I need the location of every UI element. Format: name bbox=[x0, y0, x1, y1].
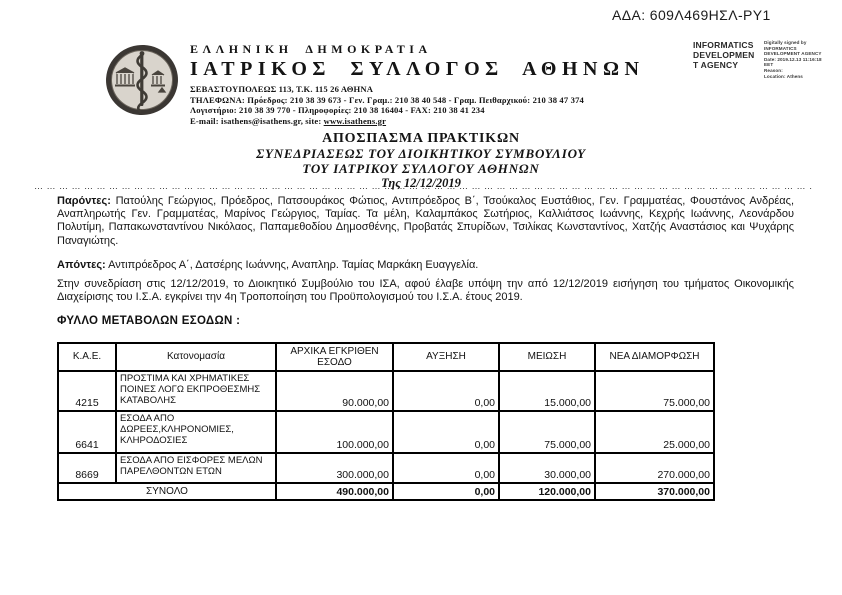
stamp-agency-name: INFORMATICS DEVELOPMEN T AGENCY bbox=[693, 40, 755, 70]
letterhead-org-name: ΙΑΤΡΙΚΟΣ ΣΥΛΛΟΓΟΣ ΑΘΗΝΩΝ bbox=[190, 58, 645, 80]
decrease-amount: 15.000,00 bbox=[498, 370, 596, 412]
title-session: ΣΥΝΕΔΡΙΑΣΕΩΣ ΤΟΥ ΔΙΟΙΚΗΤΙΚΟΥ ΣΥΜΒΟΥΛΙΟΥ bbox=[256, 146, 586, 161]
new-amount: 270.000,00 bbox=[594, 452, 715, 484]
absent-paragraph: Απόντες: Αντιπρόεδρος Α΄, Δατσέρης Ιωάνν… bbox=[57, 259, 794, 272]
absent-label: Απόντες: bbox=[57, 259, 106, 271]
title-excerpt: ΑΠΟΣΠΑΣΜΑ ΠΡΑΚΤΙΚΩΝ bbox=[322, 131, 520, 146]
title-date: Της 12/12/2019 bbox=[381, 176, 461, 190]
col-header-initial: ΑΡΧΙΚΑ ΕΓΚΡΙΘΕΝ ΕΣΟΔΟ bbox=[275, 342, 394, 372]
new-amount: 25.000,00 bbox=[594, 410, 715, 454]
new-amount: 75.000,00 bbox=[594, 370, 715, 412]
initial-amount: 90.000,00 bbox=[275, 370, 394, 412]
letterhead-country: ΕΛΛΗΝΙΚΗ ΔΗΜΟΚΡΑΤΙΑ bbox=[190, 42, 432, 56]
medical-association-seal-icon bbox=[106, 44, 178, 116]
stamp-signature-details: Digitally signed by INFORMATICS DEVELOPM… bbox=[764, 40, 822, 79]
revenue-name: ΕΣΟΔΑ ΑΠΟ ΕΙΣΦΟΡΕΣ ΜΕΛΩΝ ΠΑΡΕΛΘΟΝΤΩΝ ΕΤΩ… bbox=[115, 452, 277, 484]
col-header-new: ΝΕΑ ΔΙΑΜΟΡΦΩΣΗ bbox=[594, 342, 715, 372]
absent-names: Αντιπρόεδρος Α΄, Δατσέρης Ιωάννης, Αναπλ… bbox=[105, 259, 479, 271]
total-increase: 0,00 bbox=[392, 482, 500, 501]
table-row: 4215 ΠΡΟΣΤΙΜΑ ΚΑΙ ΧΡΗΜΑΤΙΚΕΣ ΠΟΙΝΕΣ ΛΟΓΩ… bbox=[57, 370, 715, 412]
revenue-name: ΕΣΟΔΑ ΑΠΟ ΔΩΡΕΕΣ,ΚΛΗΡΟΝΟΜΙΕΣ, ΚΛΗΡΟΔΟΣΙΕ… bbox=[115, 410, 277, 454]
col-header-decrease: ΜΕΙΩΣΗ bbox=[498, 342, 596, 372]
col-header-name: Κατονομασία bbox=[115, 342, 277, 372]
total-new: 370.000,00 bbox=[594, 482, 715, 501]
increase-amount: 0,00 bbox=[392, 370, 500, 412]
document-title-block: ΑΠΟΣΠΑΣΜΑ ΠΡΑΚΤΙΚΩΝ ΣΥΝΕΔΡΙΑΣΕΩΣ ΤΟΥ ΔΙΟ… bbox=[0, 131, 842, 190]
kae-code: 6641 bbox=[57, 410, 117, 454]
table-row: 6641 ΕΣΟΔΑ ΑΠΟ ΔΩΡΕΕΣ,ΚΛΗΡΟΝΟΜΙΕΣ, ΚΛΗΡΟ… bbox=[57, 410, 715, 454]
kae-code: 4215 bbox=[57, 370, 117, 412]
decrease-amount: 75.000,00 bbox=[498, 410, 596, 454]
present-names: Πατούλης Γεώργιος, Πρόεδρος, Πατσουράκος… bbox=[57, 195, 794, 247]
kae-code: 8669 bbox=[57, 452, 117, 484]
increase-amount: 0,00 bbox=[392, 410, 500, 454]
total-initial: 490.000,00 bbox=[275, 482, 394, 501]
table-row: 8669 ΕΣΟΔΑ ΑΠΟ ΕΙΣΦΟΡΕΣ ΜΕΛΩΝ ΠΑΡΕΛΘΟΝΤΩ… bbox=[57, 452, 715, 484]
total-decrease: 120.000,00 bbox=[498, 482, 596, 501]
col-header-increase: ΑΥΞΗΣΗ bbox=[392, 342, 500, 372]
present-label: Παρόντες: bbox=[57, 195, 111, 207]
present-paragraph: Παρόντες: Πατούλης Γεώργιος, Πρόεδρος, Π… bbox=[57, 195, 794, 248]
letterhead-address: ΣΕΒΑΣΤΟΥΠΟΛΕΩΣ 113, Τ.Κ. 115 26 ΑΘΗΝΑ bbox=[190, 84, 374, 94]
website-link: www.isathens.gr bbox=[323, 115, 387, 126]
letterhead-phones-1: ΤΗΛΕΦΩΝΑ: Πρόεδρος: 210 38 39 673 - Γεν.… bbox=[190, 94, 584, 105]
title-association: ΤΟΥ ΙΑΤΡΙΚΟΥ ΣΥΛΛΟΓΟΥ ΑΘΗΝΩΝ bbox=[302, 160, 540, 176]
email-text: E-mail: isathens@isathens.gr, site: bbox=[190, 115, 324, 126]
ada-code: ΑΔΑ: 609Λ469ΗΣΛ-ΡΥ1 bbox=[612, 7, 771, 23]
table-total-row: ΣΥΝΟΛΟ 490.000,00 0,00 120.000,00 370.00… bbox=[57, 482, 715, 501]
initial-amount: 100.000,00 bbox=[275, 410, 394, 454]
col-header-kae: Κ.Α.Ε. bbox=[57, 342, 117, 372]
revenue-sheet-heading: ΦΥΛΛΟ ΜΕΤΑΒΟΛΩΝ ΕΣΟΔΩΝ : bbox=[57, 315, 241, 327]
letterhead: ΕΛΛΗΝΙΚΗ ΔΗΜΟΚΡΑΤΙΑ ΙΑΤΡΙΚΟΣ ΣΥΛΛΟΓΟΣ ΑΘ… bbox=[190, 42, 644, 126]
dotted-separator: … … … … … … … … … … … … … … … … … … … … … bbox=[34, 181, 812, 191]
decrease-amount: 30.000,00 bbox=[498, 452, 596, 484]
letterhead-phones-2: Λογιστήριο: 210 38 39 770 - Πληροφορίες:… bbox=[190, 105, 485, 116]
increase-amount: 0,00 bbox=[392, 452, 500, 484]
initial-amount: 300.000,00 bbox=[275, 452, 394, 484]
table-header-row: Κ.Α.Ε. Κατονομασία ΑΡΧΙΚΑ ΕΓΚΡΙΘΕΝ ΕΣΟΔΟ… bbox=[57, 342, 715, 372]
total-label: ΣΥΝΟΛΟ bbox=[57, 482, 277, 501]
decision-paragraph: Στην συνεδρίαση στις 12/12/2019, το Διοι… bbox=[57, 278, 794, 304]
digital-signature-stamp: INFORMATICS DEVELOPMEN T AGENCY Digitall… bbox=[693, 40, 826, 79]
revenue-modifications-table: Κ.Α.Ε. Κατονομασία ΑΡΧΙΚΑ ΕΓΚΡΙΘΕΝ ΕΣΟΔΟ… bbox=[57, 342, 715, 501]
letterhead-email-line: E-mail: isathens@isathens.gr, site: www.… bbox=[190, 116, 644, 127]
revenue-name: ΠΡΟΣΤΙΜΑ ΚΑΙ ΧΡΗΜΑΤΙΚΕΣ ΠΟΙΝΕΣ ΛΟΓΩ ΕΚΠΡ… bbox=[115, 370, 277, 412]
